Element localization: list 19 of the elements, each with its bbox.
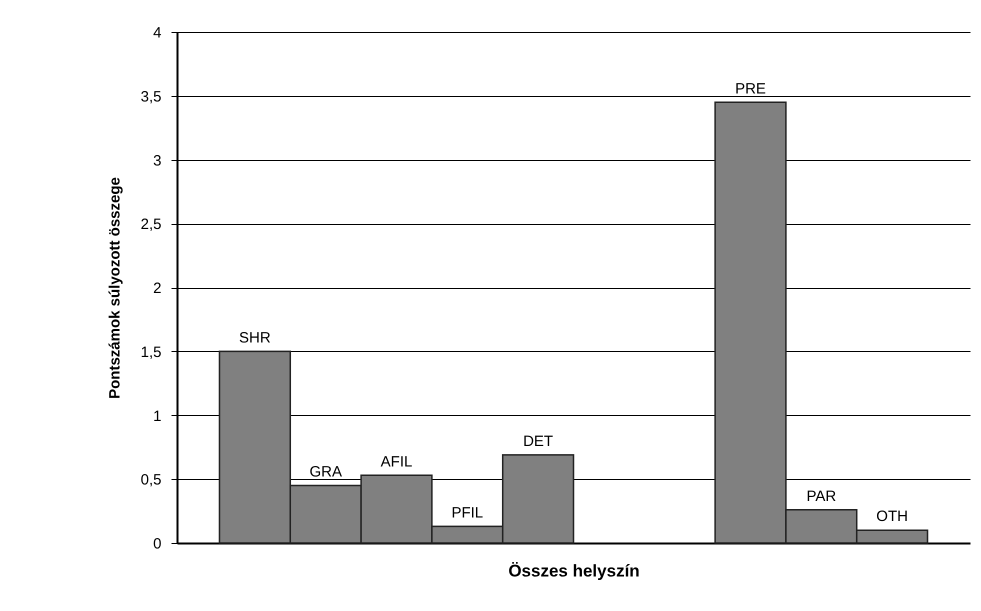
y-tick-label: 2	[153, 280, 162, 297]
x-tick-label: PFIL	[451, 504, 484, 522]
x-tick-label: GRA	[309, 464, 342, 481]
y-tick-label: 2,5	[140, 216, 162, 234]
y-tick-label: 1	[153, 408, 162, 425]
y-tick-label: 3,5	[140, 88, 162, 106]
y-tick-label: 0,5	[140, 472, 162, 489]
y-tick-label: 0	[153, 536, 162, 552]
x-tick-label: OTH	[876, 508, 908, 526]
x-tick-label: PRE	[735, 80, 766, 98]
y-axis-title: Pontszámok súlyozott összege	[106, 177, 124, 399]
x-tick-label: SHR	[239, 329, 271, 346]
y-tick-label: 4	[153, 24, 162, 42]
y-tick-label: 3	[153, 152, 162, 170]
x-axis-title: Összes helyszín	[508, 562, 640, 580]
y-tick-label: 1,5	[140, 344, 162, 361]
x-tick-label: DET	[523, 432, 554, 450]
x-tick-label: PAR	[806, 488, 836, 505]
x-tick-label: AFIL	[380, 453, 412, 470]
